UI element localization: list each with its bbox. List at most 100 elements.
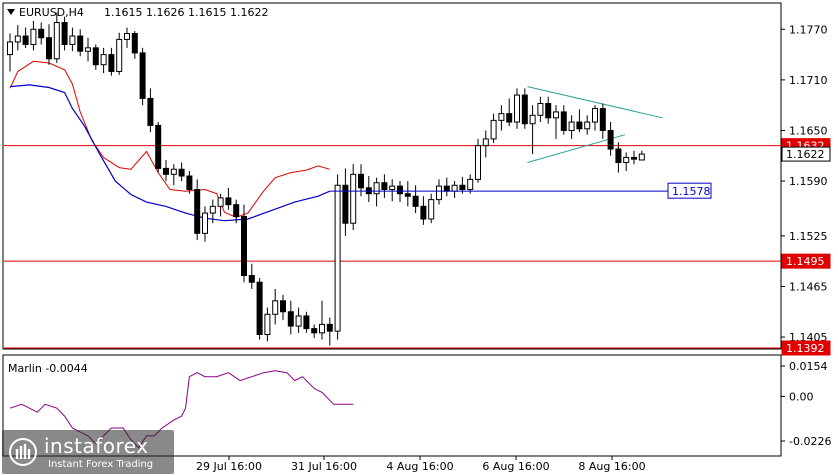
moving-average-series (9, 84, 331, 222)
price-tick-label: 1.1590 (789, 175, 828, 188)
candle-body (116, 38, 123, 72)
price-panel[interactable] (2, 2, 782, 350)
candle-body (61, 22, 68, 45)
candle (225, 187, 232, 210)
candle-body (560, 111, 567, 131)
candle (615, 142, 622, 173)
candle (350, 164, 357, 230)
candle (631, 150, 637, 165)
candle (116, 32, 123, 75)
candle-body (521, 94, 528, 125)
candle-body (311, 328, 318, 334)
candle-body (584, 121, 591, 130)
candle (30, 20, 37, 51)
candle-body (77, 35, 84, 52)
horizontal-levels[interactable] (4, 145, 781, 349)
candle (147, 88, 154, 133)
candle (514, 88, 520, 129)
price-tick-label: 1.1525 (789, 230, 828, 243)
candle (217, 193, 224, 217)
candle (233, 199, 240, 224)
candle (404, 181, 411, 207)
candle-body (69, 35, 76, 45)
logo-tagline: Instant Forex Trading (48, 459, 154, 470)
candle (521, 88, 528, 129)
envelope-line (9, 60, 330, 218)
candle-body (459, 184, 466, 190)
dropdown-triangle-icon[interactable] (7, 9, 15, 15)
candle-body (53, 22, 60, 60)
candle-body (412, 195, 419, 207)
candle (77, 29, 84, 57)
candle (272, 288, 279, 325)
candle-body (155, 124, 162, 169)
candle-body (30, 28, 37, 45)
candle-body (14, 35, 21, 43)
indicator-label: Marlin -0.0044 (8, 362, 88, 375)
candle-body (186, 175, 193, 190)
candle-body (108, 54, 115, 72)
candle (326, 317, 333, 346)
candle (568, 115, 575, 139)
marlin-series (9, 370, 354, 449)
candle-body (607, 129, 614, 150)
candle (381, 174, 388, 198)
candle-body (326, 323, 333, 332)
triangle-upper-line (527, 86, 663, 119)
candle-body (209, 205, 216, 214)
candle-body (490, 119, 497, 140)
time-axis: 29 Jul 16:00 31 Jul 16:00 4 Aug 16:00 6 Aug… (196, 456, 646, 473)
candle-body (342, 184, 349, 224)
candle (334, 174, 341, 340)
candle-body (498, 113, 505, 121)
candle-body (350, 173, 357, 224)
candle-body (295, 315, 302, 327)
date-tick-label: 4 Aug 16:00 (386, 460, 453, 473)
marlin-line (9, 370, 354, 449)
candle-body (139, 52, 146, 99)
envelope-series (9, 60, 330, 218)
candle (248, 263, 255, 289)
candle-body (264, 313, 271, 336)
candle (428, 193, 435, 224)
candle-body (178, 168, 185, 177)
candle (170, 164, 177, 186)
candle (303, 311, 310, 333)
candle (638, 150, 645, 161)
candle-body (576, 121, 583, 130)
candle (599, 103, 606, 139)
candle (576, 109, 583, 133)
instaforex-logo: instaforex Instant Forex Trading (2, 430, 174, 474)
indicator-tick-label: -0.0226 (789, 435, 831, 448)
candle (69, 27, 76, 52)
candle (482, 130, 489, 158)
candle (38, 22, 45, 45)
candle-body (381, 182, 388, 190)
candle-body (389, 185, 396, 190)
candle (295, 307, 302, 333)
date-tick-label: 31 Jul 16:00 (291, 460, 357, 473)
candle (108, 47, 115, 76)
candle-body (553, 111, 559, 119)
candle (194, 179, 201, 241)
candle-body (475, 145, 481, 180)
candle (256, 278, 263, 340)
price-axis: 1.1770 1.1710 1.1650 1.1590 1.1525 1.1465 1.14… (781, 23, 828, 344)
candle-body (529, 114, 536, 125)
candle (342, 168, 349, 236)
candle-body (537, 102, 544, 116)
price-tick-label: 1.1650 (789, 124, 828, 137)
candle (22, 27, 29, 48)
candle-body (124, 33, 130, 40)
level-tag-box (781, 253, 831, 269)
candle (623, 152, 630, 171)
ma-tag-box (667, 182, 712, 199)
candle (475, 138, 481, 183)
candle (420, 196, 427, 225)
candle (311, 324, 318, 338)
candle (241, 204, 247, 283)
candle (560, 105, 567, 135)
candle-body (170, 168, 177, 175)
